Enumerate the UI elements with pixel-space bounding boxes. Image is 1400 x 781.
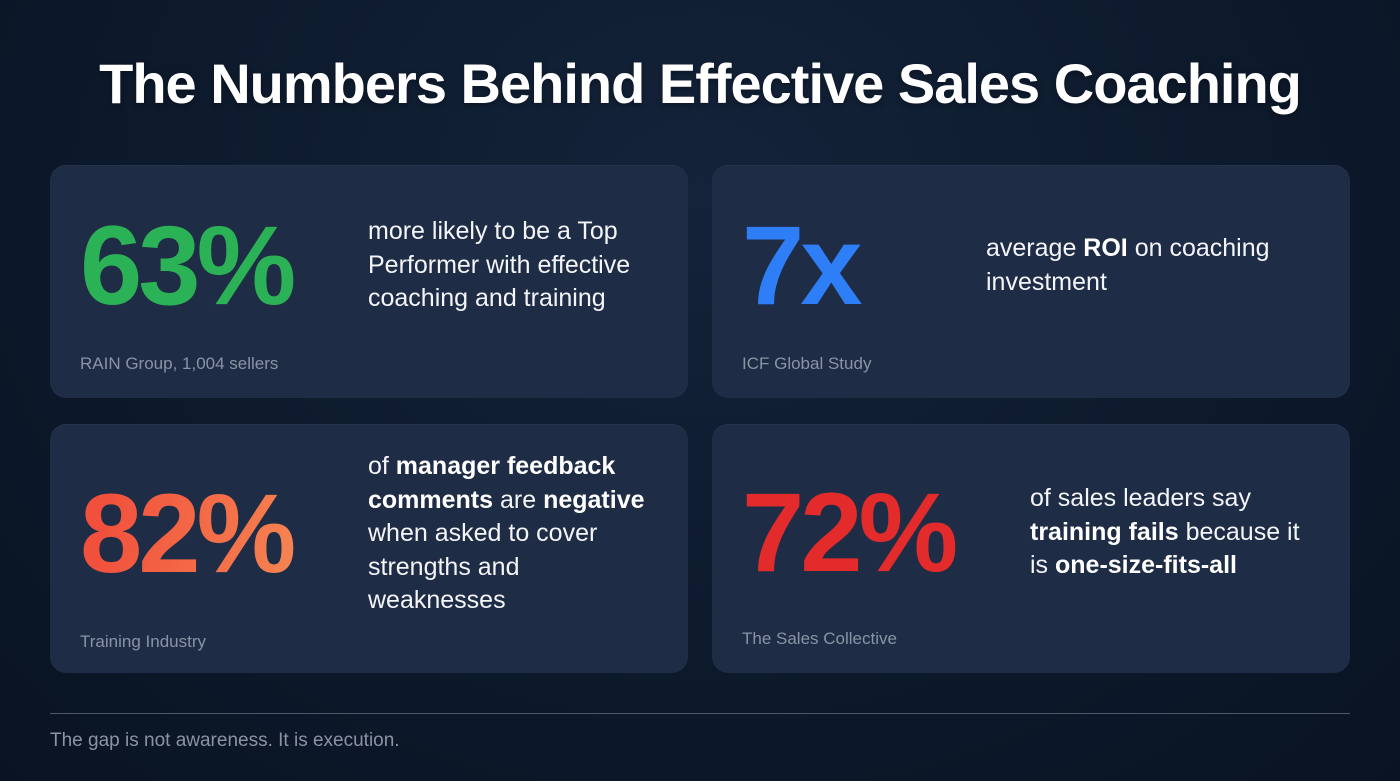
stat-source: The Sales Collective [742, 629, 897, 649]
footer: The gap is not awareness. It is executio… [50, 713, 1350, 752]
stat-card-roi: 7x average ROI on coaching investment IC… [712, 165, 1350, 399]
stat-description: more likely to be a Top Performer with e… [368, 217, 631, 313]
stat-value: 63% [80, 202, 296, 328]
stat-card-main: 82% of manager feedback comments are neg… [80, 450, 656, 618]
stat-value: 7x [742, 202, 863, 328]
stat-value: 72% [742, 469, 958, 595]
footer-note: The gap is not awareness. It is executio… [50, 730, 400, 752]
stat-card-top-performer: 63% more likely to be a Top Performer wi… [50, 165, 688, 399]
stat-source: RAIN Group, 1,004 sellers [80, 354, 279, 374]
stats-grid: 63% more likely to be a Top Performer wi… [50, 165, 1350, 674]
stat-value: 82% [80, 477, 342, 590]
stat-card-training-fails: 72% of sales leaders say training fails … [712, 424, 1350, 674]
stat-source: Training Industry [80, 631, 206, 651]
stat-description: of sales leaders say training fails beca… [1030, 484, 1300, 580]
footer-divider [50, 713, 1350, 715]
stat-card-main: 72% of sales leaders say training fails … [742, 450, 1318, 615]
stat-card-main: 7x average ROI on coaching investment [742, 191, 1318, 340]
page-title: The Numbers Behind Effective Sales Coach… [99, 52, 1302, 115]
stat-source: ICF Global Study [742, 354, 872, 374]
stat-description: of manager feedback comments are negativ… [368, 452, 645, 615]
stat-description: average ROI on coaching investment [986, 234, 1270, 296]
stat-card-main: 63% more likely to be a Top Performer wi… [80, 191, 656, 340]
stat-card-negative-feedback: 82% of manager feedback comments are neg… [50, 424, 688, 674]
